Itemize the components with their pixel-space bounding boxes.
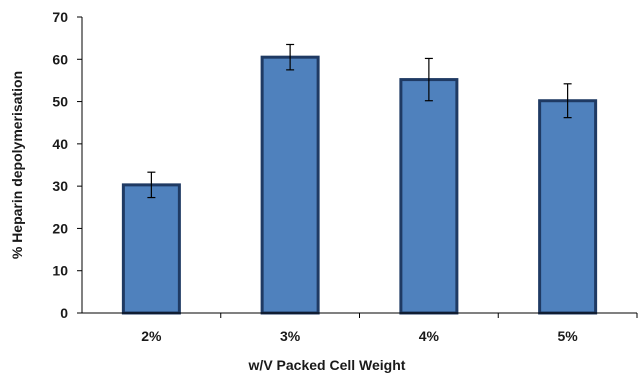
x-tick-label: 5% (558, 328, 579, 344)
y-tick-label: 40 (52, 136, 68, 152)
bar-3% (260, 55, 320, 315)
x-tick-label: 2% (141, 328, 162, 344)
y-tick-label: 20 (52, 220, 68, 236)
y-tick-label: 10 (52, 263, 68, 279)
x-axis-title: w/V Packed Cell Weight (248, 357, 406, 373)
y-axis-ticks: 0 10 20 30 40 50 60 70 (52, 9, 82, 321)
x-tick-label: 4% (419, 328, 440, 344)
x-axis-ticks: 2% 3% 4% 5% (141, 313, 638, 344)
bar-4% (399, 78, 459, 315)
bar-2% (121, 183, 181, 315)
y-tick-label: 30 (52, 178, 68, 194)
y-tick-label: 0 (60, 305, 68, 321)
error-bars (147, 43, 572, 199)
bars (121, 55, 598, 315)
y-tick-label: 60 (52, 51, 68, 67)
x-tick-label: 3% (280, 328, 301, 344)
y-tick-label: 50 (52, 94, 68, 110)
y-tick-label: 70 (52, 9, 68, 25)
y-axis-title: % Heparin depolymerisation (9, 71, 25, 259)
bar-5% (538, 99, 598, 315)
